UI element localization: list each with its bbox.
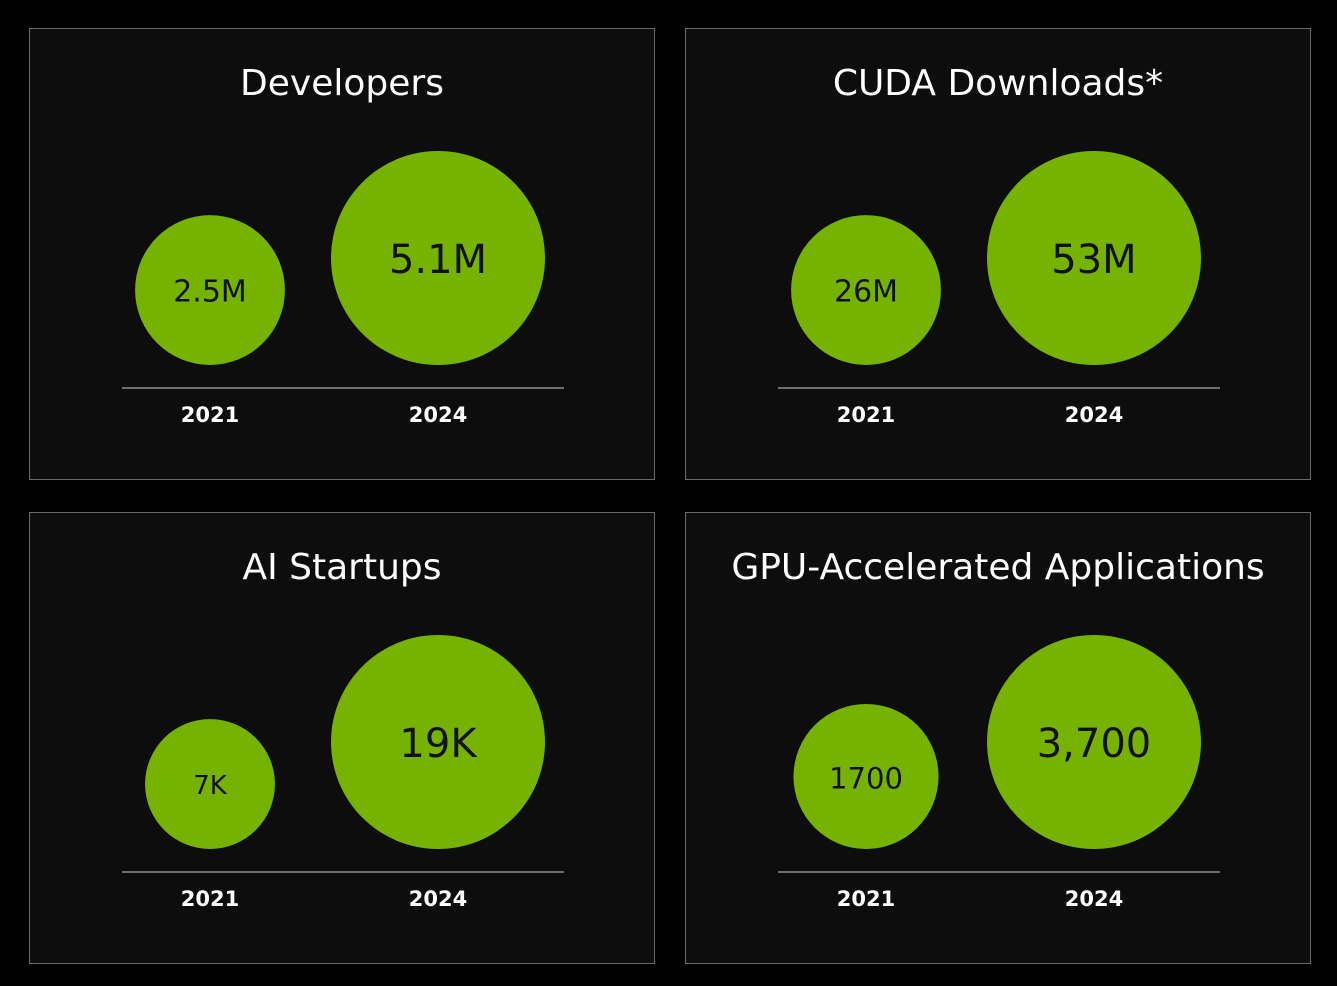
year-label: 2024	[1065, 887, 1123, 911]
bubble-value-label: 3,700	[1037, 721, 1152, 767]
year-label: 2024	[409, 403, 467, 427]
bubble-value-label: 1700	[829, 761, 903, 795]
ai-startups-panel: AI Startups 7K 19K 2021 2024	[29, 512, 655, 964]
bubble-value-label: 53M	[1051, 237, 1136, 283]
bubble-2024	[331, 635, 545, 849]
panel-title: GPU-Accelerated Applications	[731, 547, 1265, 588]
bubble-chart: 26M 53M 2021 2024	[778, 151, 1220, 427]
bubble-value-label: 5.1M	[389, 237, 487, 283]
bubble-2021	[791, 215, 941, 365]
panel-title: CUDA Downloads*	[832, 63, 1164, 104]
bubble-2021	[135, 215, 285, 365]
bubble-value-label: 2.5M	[173, 275, 246, 310]
bubble-chart: 7K 19K 2021 2024	[122, 635, 564, 911]
year-label: 2021	[181, 887, 239, 911]
bubble-2024	[987, 151, 1201, 365]
developers-panel: Developers 2.5M 5.1M 2021 2024	[29, 28, 655, 480]
year-label: 2021	[181, 403, 239, 427]
bubble-value-label: 26M	[834, 275, 898, 310]
bubble-2021	[145, 719, 275, 849]
bubble-chart: 2.5M 5.1M 2021 2024	[122, 151, 564, 427]
cuda-downloads-panel: CUDA Downloads* 26M 53M 2021 2024	[685, 28, 1311, 480]
gpu-accelerated-applications-panel: GPU-Accelerated Applications 1700 3,700 20…	[685, 512, 1311, 964]
bubble-2024	[987, 635, 1201, 849]
bubble-chart: 1700 3,700 2021 2024	[778, 635, 1220, 911]
bubble-2021	[793, 703, 939, 849]
panel-title: Developers	[240, 63, 444, 104]
year-label: 2021	[837, 887, 895, 911]
bubble-value-label: 19K	[399, 721, 478, 767]
bubble-value-label: 7K	[193, 771, 228, 801]
panel-title: AI Startups	[242, 547, 442, 588]
year-label: 2021	[837, 403, 895, 427]
year-label: 2024	[409, 887, 467, 911]
year-label: 2024	[1065, 403, 1123, 427]
bubble-2024	[331, 151, 545, 365]
